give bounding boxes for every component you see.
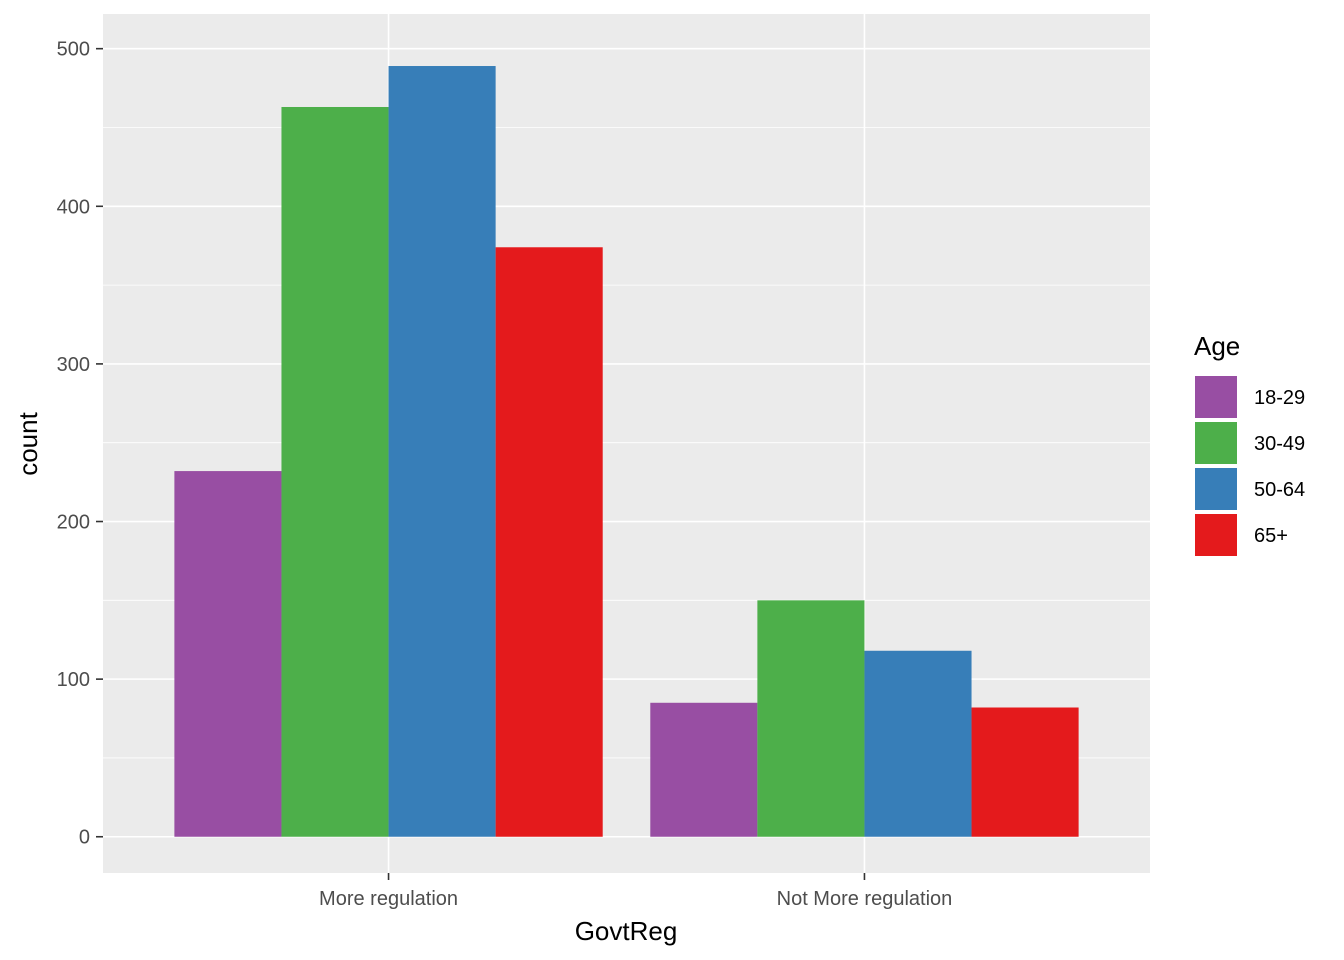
- bar: [757, 600, 865, 837]
- legend-key: [1195, 468, 1237, 510]
- x-axis: More regulation Not More regulation: [319, 873, 952, 910]
- y-tick-label: 500: [57, 39, 90, 61]
- y-tick-label: 300: [57, 354, 90, 376]
- bar: [495, 247, 603, 837]
- legend-key: [1195, 376, 1237, 418]
- legend-title: Age: [1194, 331, 1240, 361]
- y-tick-label: 200: [57, 512, 90, 534]
- legend-label: 50-64: [1254, 479, 1305, 501]
- legend-key: [1195, 422, 1237, 464]
- bar: [650, 702, 758, 837]
- bar: [174, 471, 282, 837]
- bar: [864, 650, 972, 837]
- legend-key: [1195, 514, 1237, 556]
- legend-label: 65+: [1254, 525, 1288, 547]
- bar: [971, 707, 1079, 837]
- x-axis-title: GovtReg: [575, 916, 678, 946]
- y-axis-title: count: [13, 411, 43, 475]
- y-tick-label: 100: [57, 669, 90, 691]
- legend-label: 30-49: [1254, 433, 1305, 455]
- y-tick-label: 400: [57, 196, 90, 218]
- x-tick-label: More regulation: [319, 888, 458, 910]
- x-tick-label: Not More regulation: [777, 888, 953, 910]
- y-tick-label: 0: [79, 827, 90, 849]
- legend-label: 18-29: [1254, 387, 1305, 409]
- bar: [388, 66, 496, 837]
- legend: Age 18-29 30-49 50-64 65+: [1194, 331, 1305, 556]
- bars: [174, 66, 1079, 837]
- y-axis: 0 100 200 300 400 500: [57, 39, 103, 849]
- bar: [281, 106, 389, 837]
